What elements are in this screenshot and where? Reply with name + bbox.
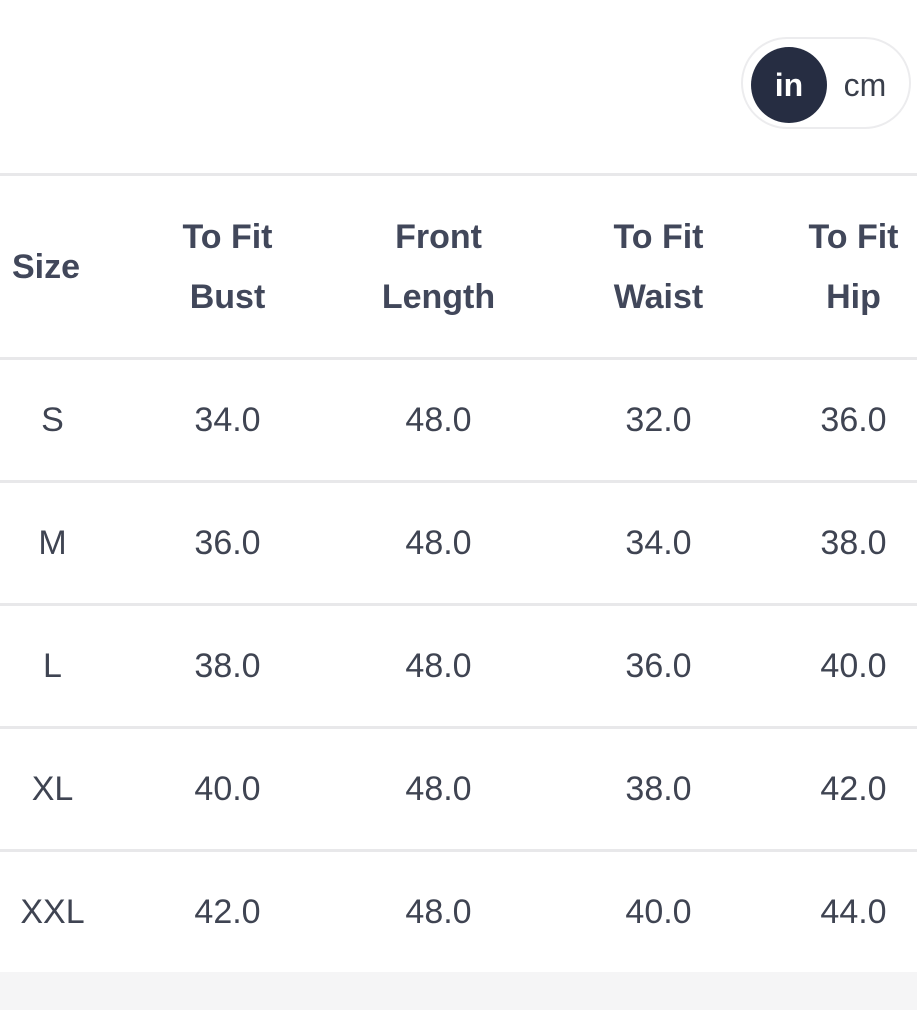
header-front-length: Front Length: [350, 173, 527, 359]
cell-hip: 40.0: [790, 603, 917, 728]
cell-bust: 40.0: [105, 726, 350, 851]
cell-waist: 32.0: [527, 357, 790, 482]
cell-bust: 36.0: [105, 480, 350, 605]
cell-front-length: 48.0: [350, 726, 527, 851]
table-row: XXL 42.0 48.0 40.0 44.0: [0, 849, 917, 975]
header-waist: To Fit Waist: [527, 173, 790, 359]
cell-waist: 34.0: [527, 480, 790, 605]
cell-size: XL: [0, 726, 105, 851]
cell-front-length: 48.0: [350, 603, 527, 728]
unit-option-in[interactable]: in: [751, 47, 827, 123]
unit-option-cm[interactable]: cm: [843, 66, 887, 103]
cell-bust: 38.0: [105, 603, 350, 728]
cell-hip: 42.0: [790, 726, 917, 851]
table-row: L 38.0 48.0 36.0 40.0: [0, 603, 917, 728]
table-row: M 36.0 48.0 34.0 38.0: [0, 480, 917, 605]
cell-waist: 38.0: [527, 726, 790, 851]
cell-hip: 38.0: [790, 480, 917, 605]
size-chart-table: Size To Fit Bust Front Length To Fit Waist …: [0, 173, 917, 975]
cell-waist: 36.0: [527, 603, 790, 728]
table-row: XL 40.0 48.0 38.0 42.0: [0, 726, 917, 851]
cell-hip: 36.0: [790, 357, 917, 482]
cell-size: M: [0, 480, 105, 605]
cell-size: S: [0, 357, 105, 482]
cell-bust: 34.0: [105, 357, 350, 482]
bottom-strip: [0, 972, 917, 1010]
cell-front-length: 48.0: [350, 480, 527, 605]
cell-size: XXL: [0, 849, 105, 975]
cell-bust: 42.0: [105, 849, 350, 975]
header-bust: To Fit Bust: [105, 173, 350, 359]
table-row: S 34.0 48.0 32.0 36.0: [0, 357, 917, 482]
cell-size: L: [0, 603, 105, 728]
cell-front-length: 48.0: [350, 357, 527, 482]
cell-waist: 40.0: [527, 849, 790, 975]
header-hip: To Fit Hip: [790, 173, 917, 359]
cell-front-length: 48.0: [350, 849, 527, 975]
table-header-row: Size To Fit Bust Front Length To Fit Waist …: [0, 173, 917, 359]
header-size: Size: [0, 173, 105, 359]
unit-toggle[interactable]: in cm: [741, 37, 911, 129]
cell-hip: 44.0: [790, 849, 917, 975]
